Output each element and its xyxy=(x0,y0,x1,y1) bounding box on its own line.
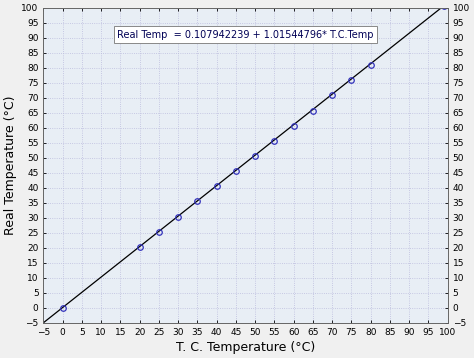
Y-axis label: Real Temperature (°C): Real Temperature (°C) xyxy=(4,96,17,235)
Text: Real Temp  = 0.107942239 + 1.01544796* T.C.Temp: Real Temp = 0.107942239 + 1.01544796* T.… xyxy=(118,30,374,40)
X-axis label: T. C. Temperature (°C): T. C. Temperature (°C) xyxy=(176,341,315,354)
